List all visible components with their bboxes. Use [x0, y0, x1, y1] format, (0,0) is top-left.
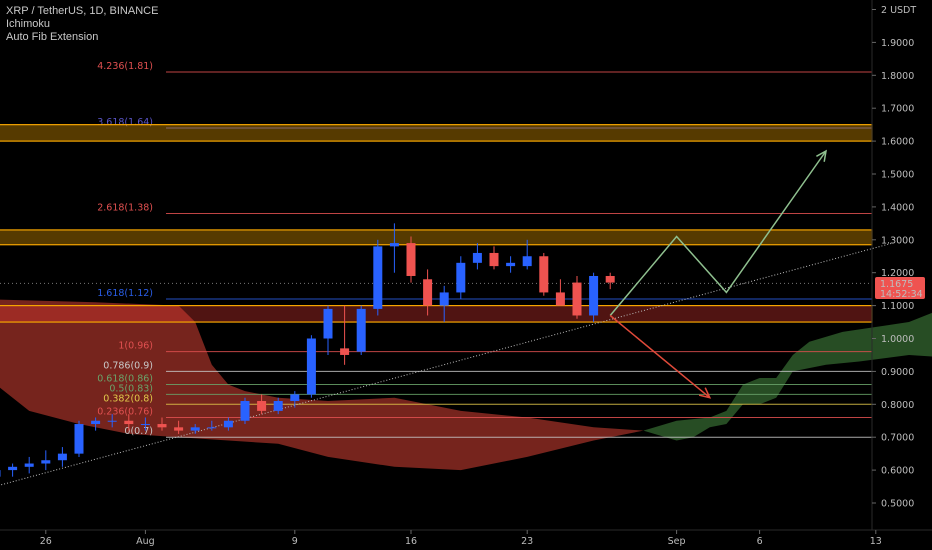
trendline [0, 242, 893, 486]
price-axis[interactable]: 2 USDT 1.9000 1.8000 1.7000 1.6000 1.5000 1.40… [871, 0, 916, 530]
y-tick-label-7: 1.3000 [881, 235, 914, 246]
projection-down-arrow [609, 314, 711, 399]
y-tick-label-15: 0.5000 [881, 499, 914, 510]
badge-countdown: 14:52:34 [880, 289, 923, 300]
candle-body-15 [190, 427, 200, 431]
x-tick-label-1: Aug [136, 536, 155, 547]
candle-body-37 [555, 292, 565, 306]
candle-body-7 [57, 453, 67, 461]
time-axis[interactable]: 26Aug91623Sep61320 [0, 529, 932, 547]
y-tick-label-11: 0.9000 [881, 367, 914, 378]
candle-body-8 [74, 424, 84, 454]
projection-up-arrow [609, 150, 827, 316]
candle-body-10 [107, 420, 117, 422]
projection-up-arrow-head [816, 149, 827, 162]
zone-lower [0, 305, 873, 323]
candle-body-30 [439, 292, 449, 306]
candle-body-36 [539, 256, 549, 293]
candle-body-25 [356, 308, 366, 352]
candle-body-35 [522, 256, 532, 267]
x-tick-label-7: 13 [870, 536, 882, 547]
candle-body-14 [174, 427, 184, 431]
resistance-zones [0, 124, 873, 323]
fib-label-10: 0(0.7) [124, 426, 153, 437]
zone-middle [0, 229, 873, 246]
fib-label-8: 0.382(0.8) [103, 393, 153, 404]
fib-label-4: 1(0.96) [118, 341, 153, 352]
candle-body-40 [605, 275, 615, 283]
y-tick-label-5: 1.5000 [881, 170, 914, 181]
y-tick-label-13: 0.7000 [881, 433, 914, 444]
y-tick-label-3: 1.7000 [881, 104, 914, 115]
candle-body-3 [0, 470, 1, 477]
fib-label-6: 0.618(0.86) [97, 374, 153, 385]
candle-body-38 [572, 282, 582, 316]
candle-body-6 [41, 460, 51, 464]
candle-body-17 [223, 420, 233, 428]
candle-body-21 [290, 394, 300, 402]
fib-label-1: 3.618(1.64) [97, 117, 153, 128]
ichimoku-cloud [0, 299, 932, 471]
candle-body-39 [589, 275, 599, 316]
y-tick-label-1: 1.9000 [881, 38, 914, 49]
candle-body-20 [273, 401, 283, 411]
candle-body-19 [257, 401, 267, 411]
price-badge: 1.1675 14:52:34 [875, 277, 925, 300]
y-tick-label-9: 1.1000 [881, 301, 914, 312]
x-tick-label-3: 16 [405, 536, 417, 547]
x-tick-label-2: 9 [292, 536, 298, 547]
candle-body-28 [406, 243, 416, 276]
candle-body-33 [489, 252, 499, 267]
candle-body-4 [8, 466, 18, 471]
fib-label-0: 4.236(1.81) [97, 61, 153, 72]
candle-body-18 [240, 401, 250, 421]
bullish-cloud [643, 312, 932, 441]
candle-body-23 [323, 308, 333, 339]
y-tick-label-2: 1.8000 [881, 71, 914, 82]
x-tick-label-4: 23 [521, 536, 533, 547]
badge-price: 1.1675 [880, 279, 913, 290]
candle-body-27 [389, 243, 399, 247]
fib-label-7: 0.5(0.83) [109, 383, 153, 394]
projection-arrows [609, 149, 827, 399]
fib-label-3: 1.618(1.12) [97, 288, 153, 299]
indicator-fib-label[interactable]: Auto Fib Extension [6, 31, 99, 43]
projection-down-arrow-head [698, 387, 712, 399]
symbol-title: XRP / TetherUS, 1D, BINANCE [6, 5, 159, 17]
zone-upper [0, 124, 873, 142]
fib-label-5: 0.786(0.9) [103, 360, 153, 371]
indicator-ichimoku-label[interactable]: Ichimoku [6, 18, 51, 30]
candle-body-31 [456, 262, 466, 293]
candle-body-26 [373, 246, 383, 309]
candle-body-24 [340, 348, 350, 355]
x-tick-label-6: 6 [757, 536, 763, 547]
fib-label-2: 2.618(1.38) [97, 202, 153, 213]
candles [0, 223, 615, 477]
candle-body-32 [472, 252, 482, 263]
candle-body-5 [24, 463, 34, 467]
y-tick-label-14: 0.6000 [881, 466, 914, 477]
fib-label-9: 0.236(0.76) [97, 406, 153, 417]
dotted-trendline [0, 242, 893, 486]
candle-body-11 [124, 420, 134, 425]
y-tick-label-0: 2 USDT [881, 5, 916, 16]
badge-background [875, 277, 925, 299]
candle-body-22 [306, 338, 316, 395]
x-tick-label-5: Sep [668, 536, 686, 547]
y-tick-label-4: 1.6000 [881, 137, 914, 148]
candle-body-34 [506, 262, 516, 267]
y-tick-label-10: 1.0000 [881, 334, 914, 345]
fib-levels: 4.236(1.81) 3.618(1.64) 2.618(1.38) 1.618(1… [0, 61, 872, 438]
candle-body-9 [91, 420, 101, 425]
candle-body-13 [157, 424, 167, 428]
bearish-cloud [0, 299, 644, 471]
y-tick-label-8: 1.2000 [881, 268, 914, 279]
y-tick-label-12: 0.8000 [881, 400, 914, 411]
candle-body-16 [207, 427, 217, 429]
candle-body-29 [423, 279, 433, 306]
y-tick-label-6: 1.4000 [881, 202, 914, 213]
x-tick-label-0: 26 [40, 536, 52, 547]
candle-body-12 [140, 424, 150, 426]
